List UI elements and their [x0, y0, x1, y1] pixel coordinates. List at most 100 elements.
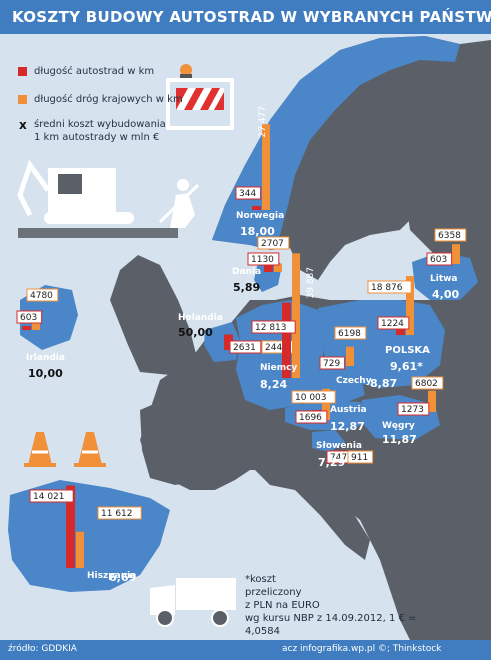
label-box-national-roads: [347, 450, 374, 464]
label-national-roads: 2445: [265, 343, 288, 353]
label-motorways: 2631: [233, 343, 256, 353]
land-norway: [212, 36, 460, 250]
label-box-motorways: [229, 340, 262, 354]
legend-cost-line2: 1 km autostrady w mln €: [34, 132, 160, 143]
country-litwa: 603 6358 Litwa 4,00: [426, 228, 467, 301]
cost-value: 6,69: [109, 571, 136, 584]
label-national-roads: 6358: [438, 231, 461, 241]
chart-title: KOSZTY BUDOWY AUTOSTRAD W WYBRANYCH PAŃS…: [12, 8, 491, 26]
label-national-roads: 2707: [261, 239, 284, 249]
country-słowenia: 747 911 Słowenia 7,29: [316, 441, 374, 469]
land-italy: [255, 455, 370, 560]
bar-national-roads: [322, 388, 330, 420]
land-east: [400, 120, 491, 300]
label-box-national-roads: [26, 288, 59, 302]
cost-value: 4,00: [432, 288, 459, 301]
bar-national-roads: [406, 276, 414, 335]
label-national-roads: 10 003: [295, 393, 327, 403]
country-name: Norwegia: [236, 211, 284, 221]
worker-icon: [158, 179, 200, 228]
note-line4: wg kursu NBP z 14.09.2012, 1 € = 4,0584: [245, 613, 417, 637]
note-line3: z PLN na EURO: [245, 600, 320, 611]
label-national-roads: 11 612: [101, 509, 133, 519]
cost-value: 10,00: [28, 367, 63, 380]
country-name: Słowenia: [316, 441, 362, 451]
bar-national-roads: [76, 531, 84, 568]
cost-value: 7,29: [318, 456, 345, 469]
land-france: [140, 380, 250, 485]
roadblock-icon: [166, 64, 234, 130]
label-box-motorways: [426, 252, 453, 266]
label-box-motorways: [377, 316, 410, 330]
label-motorways: 603: [20, 313, 37, 323]
country-name: Czechy: [336, 376, 372, 386]
cost-value: 5,89: [233, 281, 260, 294]
cost-value: 18,00: [240, 225, 275, 238]
cost-value: 11,87: [382, 433, 417, 446]
label-box-national-roads: [411, 376, 444, 390]
cost-value: 8,87: [370, 377, 397, 390]
label-box-motorways: [16, 310, 43, 324]
label-national-roads: 6198: [338, 329, 361, 339]
land-uk: [110, 255, 198, 375]
label-motorways: 14 021: [33, 492, 65, 502]
country-name: Dania: [232, 267, 261, 277]
label-motorways: 603: [430, 255, 447, 265]
country-niemcy: 12 813 39 887 Niemcy 8,24: [251, 253, 316, 391]
label-motorways: 1224: [381, 319, 404, 329]
cost-value: 12,87: [330, 420, 365, 433]
label-motorways: 1696: [299, 413, 322, 423]
label-motorways: 729: [323, 359, 340, 369]
bar-national-roads: [428, 390, 436, 412]
bar-motorways: [224, 334, 233, 350]
bar-motorways: [66, 485, 75, 568]
legend-cost-marker: x: [19, 118, 27, 132]
country-norwegia: 344 27 477 Norwegia 18,00: [235, 106, 284, 238]
footer-source: źródło: GDDKIA: [8, 644, 77, 654]
label-motorways: 1273: [401, 405, 424, 415]
legend-cost: średni koszt wybudowania 1 km autostrady…: [34, 118, 184, 144]
note-line1: *koszt: [245, 574, 276, 585]
label-box-motorways: [295, 410, 328, 424]
label-box-national-roads: [291, 390, 336, 404]
bar-motorways: [264, 265, 273, 272]
label-national-roads: 27 477: [258, 106, 268, 138]
traffic-cone-icon: [24, 432, 106, 467]
bar-motorways: [396, 327, 405, 335]
label-box-national-roads: [334, 326, 367, 340]
cost-value: 8,24: [260, 378, 287, 391]
label-national-roads: 6802: [415, 379, 438, 389]
country-polska: 1224 18 876 POLSKA 9,61*: [367, 276, 430, 373]
country-węgry: 1273 6802 Węgry 11,87: [382, 376, 444, 446]
country-name: Hiszpania: [87, 571, 136, 581]
country-name: Litwa: [430, 274, 458, 284]
label-box-national-roads: [97, 506, 142, 520]
bar-national-roads: [346, 346, 354, 366]
label-box-motorways: [397, 402, 430, 416]
label-box-national-roads: [434, 228, 467, 242]
bar-national-roads: [274, 263, 282, 272]
label-national-roads: 4780: [30, 291, 53, 301]
footer-credit: acz infografika.wp.pl ©; Thinkstock: [282, 644, 442, 654]
label-box-national-roads: [367, 280, 412, 294]
label-box-national-roads: [257, 236, 290, 250]
legend-cost-line1: średni koszt wybudowania: [34, 119, 166, 130]
bar-national-roads: [292, 253, 300, 378]
label-box-motorways: [247, 252, 280, 266]
label-motorways: 747: [330, 453, 347, 463]
label-box-motorways: [251, 320, 296, 334]
exchange-note: *koszt przeliczony z PLN na EURO wg kurs…: [245, 573, 425, 638]
note-line2: przeliczony: [245, 587, 302, 598]
footer: źródło: GDDKIA acz infografika.wp.pl ©; …: [0, 640, 491, 660]
country-name: POLSKA: [385, 345, 430, 356]
country-irlandia: 603 4780 Irlandia 10,00: [16, 288, 65, 380]
country-name: Węgry: [382, 421, 415, 431]
cost-value: 9,61*: [390, 360, 423, 373]
label-box-motorways: [29, 489, 74, 503]
excavator-icon: [17, 159, 178, 238]
land-slovenia: [312, 430, 345, 452]
